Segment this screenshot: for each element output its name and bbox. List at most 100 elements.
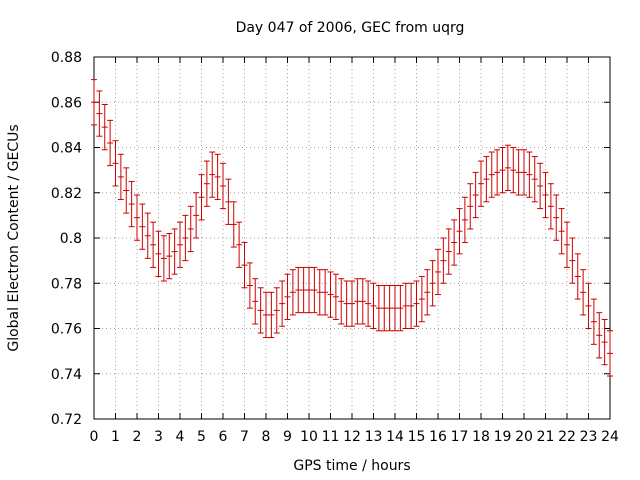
x-tick-label: 24 [601,429,619,445]
error-bar [607,330,613,377]
error-bar [429,260,436,307]
error-bar [241,242,248,289]
error-bar [467,183,474,230]
error-bar [279,280,286,327]
y-tick-label: 0.76 [51,322,82,338]
error-bar [289,269,296,316]
error-bar [306,266,312,314]
error-bar [139,203,146,250]
error-bar [338,278,345,325]
error-bar [311,266,318,314]
error-bar [134,194,140,241]
x-tick-label: 12 [343,429,361,445]
error-bar [413,280,420,327]
error-bar [236,221,243,268]
y-tick-label: 0.72 [51,412,82,428]
x-tick-label: 1 [111,429,120,445]
error-bar [504,144,511,191]
error-bar [515,149,522,196]
error-bar [521,149,527,196]
error-bar [273,287,280,334]
axis-ticks: 0 1 2 3 4 5 6 7 8 9 10 11 12 13 14 15 16 17 18 19 20 21 22 23 24… [51,50,619,445]
x-tick-label: 19 [494,429,512,445]
error-bar [553,194,560,241]
error-bar [284,273,291,320]
y-tick-label: 0.84 [51,141,82,157]
error-bar [461,196,468,244]
error-bar [182,214,189,262]
error-bar [263,291,269,339]
y-tick-label: 0.8 [60,231,82,247]
error-bar [177,221,183,268]
x-tick-label: 22 [558,429,576,445]
error-bar [322,269,329,316]
error-bar [300,266,307,314]
x-tick-label: 2 [133,429,142,445]
x-tick-label: 14 [386,429,404,445]
y-tick-label: 0.86 [51,95,82,111]
error-bar [510,147,517,194]
x-axis-label: GPS time / hours [293,458,410,474]
error-bar [375,285,382,332]
error-bar [123,167,130,214]
error-bar [160,235,167,282]
error-bar [531,156,538,203]
error-bar [107,119,114,167]
x-tick-label: 10 [300,429,318,445]
error-bar [365,280,372,327]
x-tick-label: 4 [176,429,185,445]
y-tick-label: 0.78 [51,276,82,292]
x-tick-label: 5 [197,429,206,445]
error-bar [601,318,608,366]
error-bar [257,287,264,334]
x-tick-label: 17 [451,429,469,445]
x-tick-label: 18 [472,429,490,445]
error-bar [418,275,425,323]
error-bar [268,291,275,339]
error-bar [494,149,501,196]
error-bar [117,153,124,201]
x-tick-label: 6 [219,429,228,445]
error-bar [537,162,544,210]
error-bar [128,180,135,228]
error-bar [155,230,162,277]
error-bar [198,174,205,221]
error-bar [150,221,157,268]
y-tick-label: 0.74 [51,367,82,383]
error-bar [144,212,151,259]
error-bar [424,269,431,316]
y-tick-label: 0.82 [51,186,82,202]
error-bar [445,228,452,275]
error-bar [542,171,549,219]
error-bar [564,221,570,268]
error-bar [252,278,259,325]
error-bar [402,282,409,329]
x-tick-label: 0 [90,429,99,445]
x-tick-label: 3 [154,429,163,445]
chart-title: Day 047 of 2006, GEC from uqrg [236,20,465,36]
error-bar [96,90,103,137]
error-bars [91,79,613,377]
error-bar [483,156,490,203]
x-tick-label: 15 [408,429,426,445]
error-bar [435,248,441,296]
error-bar [596,312,603,359]
x-tick-label: 23 [580,429,598,445]
error-bar [343,280,350,327]
error-bar [408,282,415,329]
error-bar [112,140,119,187]
x-tick-label: 13 [365,429,383,445]
error-bar [316,269,323,316]
error-bar [569,237,576,284]
error-bar [209,151,216,198]
error-bar [547,183,554,230]
x-tick-label: 8 [262,429,271,445]
error-bar [220,162,226,210]
error-bar [246,262,253,309]
error-bar [214,153,221,201]
error-bar [193,192,200,239]
error-bar [456,208,463,255]
error-bar [585,282,592,329]
error-bar [225,178,232,225]
